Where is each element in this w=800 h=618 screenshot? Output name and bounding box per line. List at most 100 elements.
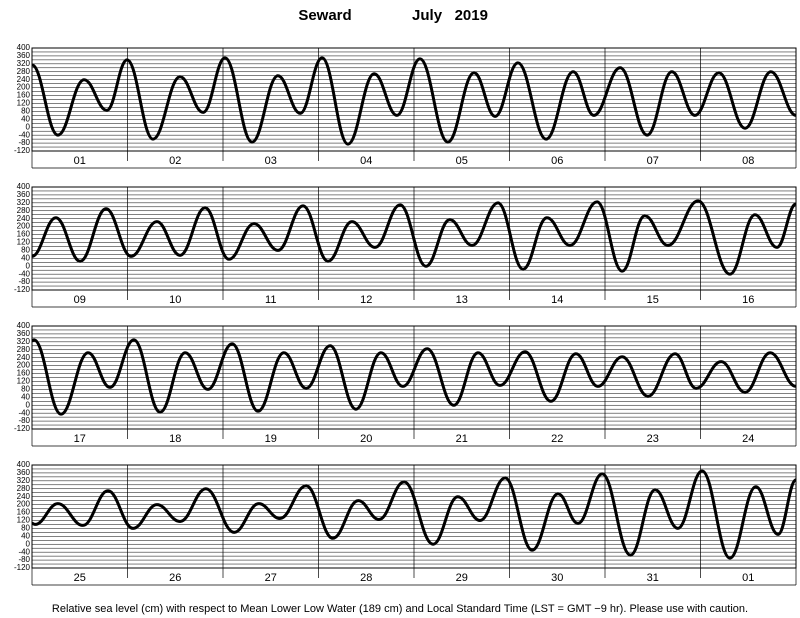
day-label: 10 (169, 294, 181, 306)
y-tick-label: 320 (17, 476, 31, 485)
y-tick-label: 0 (26, 261, 31, 270)
day-label: 27 (265, 572, 277, 584)
day-label: 25 (74, 572, 86, 584)
y-tick-label: 0 (26, 539, 31, 548)
tide-curve (31, 338, 797, 416)
y-tick-label: 80 (21, 106, 30, 115)
y-tick-label: 120 (17, 238, 31, 247)
day-label: 21 (456, 433, 468, 445)
y-tick-label: 360 (17, 468, 31, 477)
day-label: 20 (360, 433, 372, 445)
y-tick-label: -40 (18, 547, 30, 556)
y-tick-label: 360 (17, 51, 31, 60)
y-tick-label: -40 (18, 130, 30, 139)
y-tick-label: 0 (26, 400, 31, 409)
day-label: 23 (647, 433, 659, 445)
y-tick-label: 80 (21, 384, 30, 393)
day-label: 19 (265, 433, 277, 445)
day-label: 08 (742, 155, 754, 167)
day-label: 03 (265, 155, 277, 167)
y-tick-label: 40 (21, 392, 30, 401)
y-tick-label: 200 (17, 361, 31, 370)
day-label: 02 (169, 155, 181, 167)
y-tick-label: 240 (17, 75, 31, 84)
day-label: 14 (551, 294, 563, 306)
y-tick-label: 400 (17, 182, 31, 191)
y-tick-label: 240 (17, 214, 31, 223)
day-label: 31 (647, 572, 659, 584)
day-label: 04 (360, 155, 372, 167)
y-tick-label: 200 (17, 83, 31, 92)
day-label: 16 (742, 294, 754, 306)
y-tick-label: 280 (17, 484, 31, 493)
y-tick-label: 40 (21, 531, 30, 540)
day-label: 09 (74, 294, 86, 306)
y-tick-label: 320 (17, 198, 31, 207)
day-label: 13 (456, 294, 468, 306)
y-tick-label: 280 (17, 345, 31, 354)
y-tick-label: 240 (17, 353, 31, 362)
y-tick-label: 120 (17, 377, 31, 386)
y-tick-label: 240 (17, 492, 31, 501)
y-tick-label: 160 (17, 91, 31, 100)
y-tick-label: 400 (17, 321, 31, 330)
y-tick-label: 280 (17, 67, 31, 76)
day-label: 17 (74, 433, 86, 445)
y-tick-label: 160 (17, 230, 31, 239)
day-label: 06 (551, 155, 563, 167)
day-label: 22 (551, 433, 563, 445)
y-tick-label: 120 (17, 99, 31, 108)
y-tick-label: 80 (21, 523, 30, 532)
y-tick-label: -120 (14, 285, 31, 294)
y-tick-label: 160 (17, 369, 31, 378)
panel-frame (31, 47, 797, 152)
y-tick-label: 360 (17, 329, 31, 338)
day-label: 26 (169, 572, 181, 584)
tide-curve (31, 199, 797, 276)
y-tick-label: -40 (18, 269, 30, 278)
day-label: 12 (360, 294, 372, 306)
day-label: 30 (551, 572, 563, 584)
y-tick-label: 40 (21, 114, 30, 123)
tide-curve (31, 56, 797, 146)
day-label: 18 (169, 433, 181, 445)
day-label: 05 (456, 155, 468, 167)
y-tick-label: 400 (17, 460, 31, 469)
station-title: Seward (298, 7, 351, 24)
day-label: 28 (360, 572, 372, 584)
footer-note: Relative sea level (cm) with respect to … (52, 603, 748, 615)
panel-frame (31, 325, 797, 430)
day-label: 15 (647, 294, 659, 306)
day-label: 01 (74, 155, 86, 167)
panel-frame (31, 186, 797, 291)
y-tick-label: -120 (14, 146, 31, 155)
tide-curve (31, 469, 798, 560)
y-tick-label: -80 (18, 138, 30, 147)
y-tick-label: 40 (21, 253, 30, 262)
month-title: July 2019 (412, 7, 488, 24)
y-tick-label: 80 (21, 245, 30, 254)
y-tick-label: 360 (17, 190, 31, 199)
y-tick-label: 280 (17, 206, 31, 215)
y-tick-label: 160 (17, 508, 31, 517)
y-tick-label: 320 (17, 59, 31, 68)
day-label: 01 (742, 572, 754, 584)
y-tick-label: 400 (17, 43, 31, 52)
day-label: 11 (265, 294, 276, 306)
y-tick-label: -120 (14, 563, 31, 572)
y-tick-label: -40 (18, 408, 30, 417)
y-tick-label: -80 (18, 416, 30, 425)
y-tick-label: 120 (17, 516, 31, 525)
day-label: 07 (647, 155, 659, 167)
day-label: 24 (742, 433, 754, 445)
y-tick-label: -80 (18, 555, 30, 564)
y-tick-label: 0 (26, 122, 31, 131)
y-tick-label: -80 (18, 277, 30, 286)
day-label: 29 (456, 572, 468, 584)
y-tick-label: 320 (17, 337, 31, 346)
panel-frame (31, 464, 797, 569)
y-tick-label: 200 (17, 500, 31, 509)
y-tick-label: 200 (17, 222, 31, 231)
y-tick-label: -120 (14, 424, 31, 433)
